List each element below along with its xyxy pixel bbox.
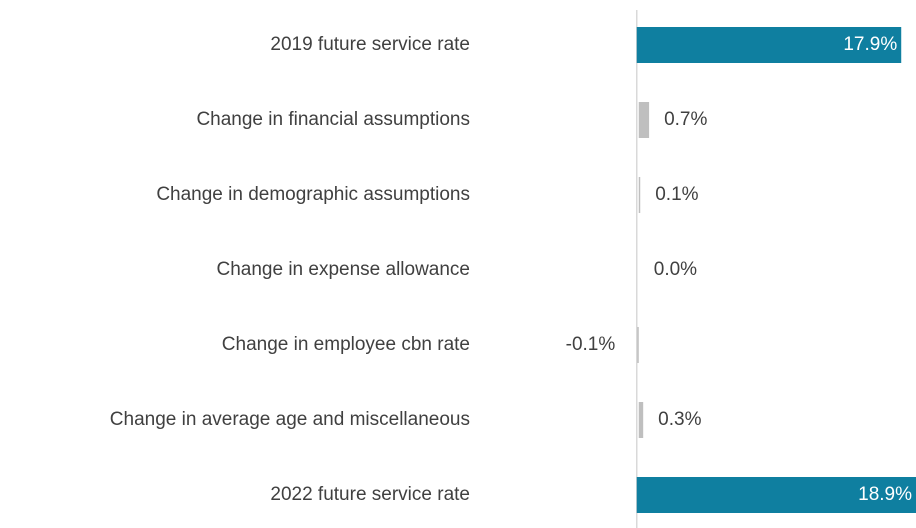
bar [636,477,916,513]
value-label: -0.1% [566,334,616,355]
value-label: 0.0% [654,259,697,280]
category-label: 2022 future service rate [270,484,470,505]
value-label: 18.9% [858,484,912,505]
bar [638,177,641,213]
category-label: Change in demographic assumptions [156,184,470,205]
bar [637,327,639,363]
value-label: 0.1% [655,184,698,205]
bar [638,402,644,438]
bar [636,27,902,63]
value-label: 0.3% [658,409,701,430]
value-label: 17.9% [843,34,897,55]
value-label: 0.7% [664,109,707,130]
category-label: Change in employee cbn rate [222,334,470,355]
bar [638,102,650,138]
category-label: 2019 future service rate [270,34,470,55]
category-label: Change in expense allowance [216,259,470,280]
category-label: Change in financial assumptions [196,109,470,130]
category-label: Change in average age and miscellaneous [110,409,470,430]
